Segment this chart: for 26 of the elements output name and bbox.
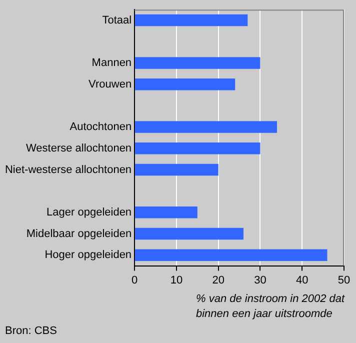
- x-tick-label: 30: [254, 274, 266, 286]
- bar: [135, 142, 260, 154]
- y-tick-label: Totaal: [102, 14, 132, 26]
- bar: [135, 164, 218, 176]
- y-tick-label: Lager opgeleiden: [46, 206, 132, 218]
- x-tick-label: 40: [296, 274, 308, 286]
- text: Bron: CBS: [5, 325, 57, 337]
- bar: [135, 78, 236, 90]
- y-tick-label: Autochtonen: [70, 121, 132, 134]
- x-tick-label: 0: [132, 274, 138, 286]
- x-tick-label: 10: [170, 274, 183, 286]
- bar: [135, 206, 198, 218]
- x-axis-title: % van de instroom in 2002 dat binnen een jaar uitstroomde: [196, 292, 346, 322]
- bar: [135, 249, 328, 261]
- x-tick-label: 50: [338, 274, 350, 286]
- bar: [135, 57, 260, 69]
- y-tick-label: Niet-westerse allochtonen: [4, 164, 132, 176]
- bar: [135, 14, 248, 26]
- x-tick-label: 20: [212, 274, 224, 286]
- y-tick-label: Hoger opgeleiden: [44, 249, 132, 262]
- bar: [135, 228, 244, 240]
- y-tick-label: Westerse allochtonen: [26, 142, 132, 154]
- bar: [135, 121, 277, 133]
- y-tick-label: Midelbaar opgeleiden: [26, 228, 132, 240]
- y-tick-label: Mannen: [92, 57, 132, 70]
- y-tick-label: Vrouwen: [88, 78, 132, 90]
